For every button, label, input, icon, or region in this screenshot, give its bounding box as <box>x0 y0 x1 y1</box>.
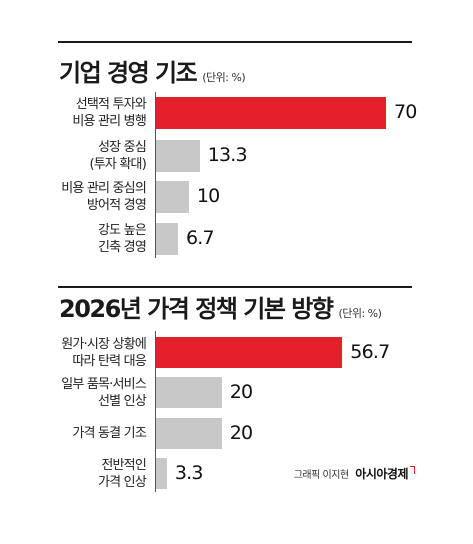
chart-2-title: 2026년 가격 정책 기본 방향 (단위: %) <box>59 295 382 323</box>
chart-1-bar <box>156 181 189 213</box>
chart-2-category-label: 가격 동결 기조 <box>72 426 146 441</box>
chart-2-bar <box>156 418 222 449</box>
chart-2-category-label: 전반적인 가격 인상 <box>98 457 147 490</box>
middle-rule <box>58 286 412 288</box>
chart-1-category-label: 성장 중심 (투자 확대) <box>89 140 146 172</box>
chart-1-title: 기업 경영 기조 (단위: %) <box>59 59 246 87</box>
chart-1-value-label: 10 <box>196 185 220 207</box>
chart-1-category-label: 선택적 투자와 비용 관리 병행 <box>72 97 146 129</box>
chart-1-value-label: 6.7 <box>186 227 215 249</box>
chart-1-bar <box>156 140 200 172</box>
chart-1-unit: (단위: %) <box>202 71 246 84</box>
chart-2-unit: (단위: %) <box>338 307 382 320</box>
brand-mark-icon <box>410 466 415 474</box>
chart-2-axis <box>155 331 156 492</box>
chart-1-axis <box>155 92 156 258</box>
top-rule <box>58 41 412 43</box>
chart-1-category-label: 비용 관리 중심의 방어적 경영 <box>61 181 147 213</box>
chart-2-value-label: 56.7 <box>350 340 390 363</box>
chart-1-bar <box>156 223 178 255</box>
credit-text: 그래픽 이지현 <box>293 470 349 481</box>
chart-1-value-label: 13.3 <box>207 144 248 166</box>
chart-2-category-label: 일부 품목·서비스 선별 인상 <box>61 376 147 409</box>
brand-logo: 아시아경제 <box>355 467 408 481</box>
chart-2-bar <box>156 337 343 368</box>
chart-1-title-text: 기업 경영 기조 <box>59 59 198 87</box>
chart-2-value-label: 20 <box>229 421 253 444</box>
chart-2-value-label: 20 <box>229 380 253 403</box>
chart-2-title-text: 2026년 가격 정책 기본 방향 <box>59 295 334 323</box>
credit: 그래픽 이지현 아시아경제 <box>294 465 415 482</box>
chart-2-bar <box>156 458 167 489</box>
chart-2-value-label: 3.3 <box>174 461 204 484</box>
chart-2-category-label: 원가·시장 상황에 따라 탄력 대응 <box>61 336 147 369</box>
chart-1-bar <box>156 97 386 129</box>
chart-1-value-label: 70 <box>394 101 417 123</box>
chart-2-bar <box>156 377 222 408</box>
chart-1-category-label: 강도 높은 긴축 경영 <box>98 223 147 255</box>
